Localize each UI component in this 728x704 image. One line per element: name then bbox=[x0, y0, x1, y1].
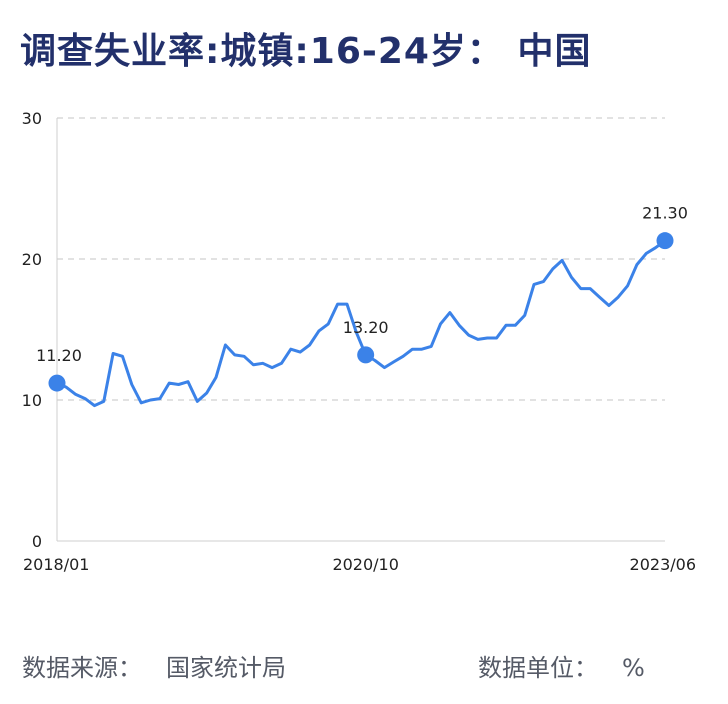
data-source-label: 数据来源： bbox=[22, 654, 142, 682]
series-line bbox=[55, 239, 667, 408]
y-tick-label: 30 bbox=[22, 109, 42, 128]
data-unit-value: % bbox=[622, 654, 645, 682]
y-tick-label: 20 bbox=[22, 250, 42, 269]
data-label: 11.20 bbox=[36, 346, 82, 365]
series-layer bbox=[55, 239, 667, 408]
data-unit-label: 数据单位： bbox=[478, 654, 598, 682]
line-chart: 0 10 20 30 2018/01 2020/10 2023/06 11.20 13.20 2… bbox=[22, 109, 696, 574]
x-tick-label: 2023/06 bbox=[630, 555, 696, 574]
highlight-point bbox=[656, 232, 674, 250]
highlight-point bbox=[48, 374, 66, 392]
highlight-layer: 11.20 13.20 21.30 bbox=[36, 204, 688, 392]
axis-layer: 0 10 20 30 2018/01 2020/10 2023/06 bbox=[22, 109, 696, 574]
data-source-value: 国家统计局 bbox=[166, 654, 286, 682]
chart-title: 调查失业率:城镇:16-24岁： 中国 bbox=[20, 31, 592, 72]
highlight-point bbox=[357, 346, 375, 364]
x-tick-label: 2018/01 bbox=[23, 555, 89, 574]
data-source: 数据来源： 国家统计局 bbox=[22, 648, 286, 683]
y-tick-label: 0 bbox=[32, 532, 42, 551]
data-unit: 数据单位：% bbox=[478, 648, 645, 683]
data-label: 13.20 bbox=[343, 318, 389, 337]
y-tick-label: 10 bbox=[22, 391, 42, 410]
x-tick-label: 2020/10 bbox=[332, 555, 398, 574]
data-label: 21.30 bbox=[642, 204, 688, 223]
